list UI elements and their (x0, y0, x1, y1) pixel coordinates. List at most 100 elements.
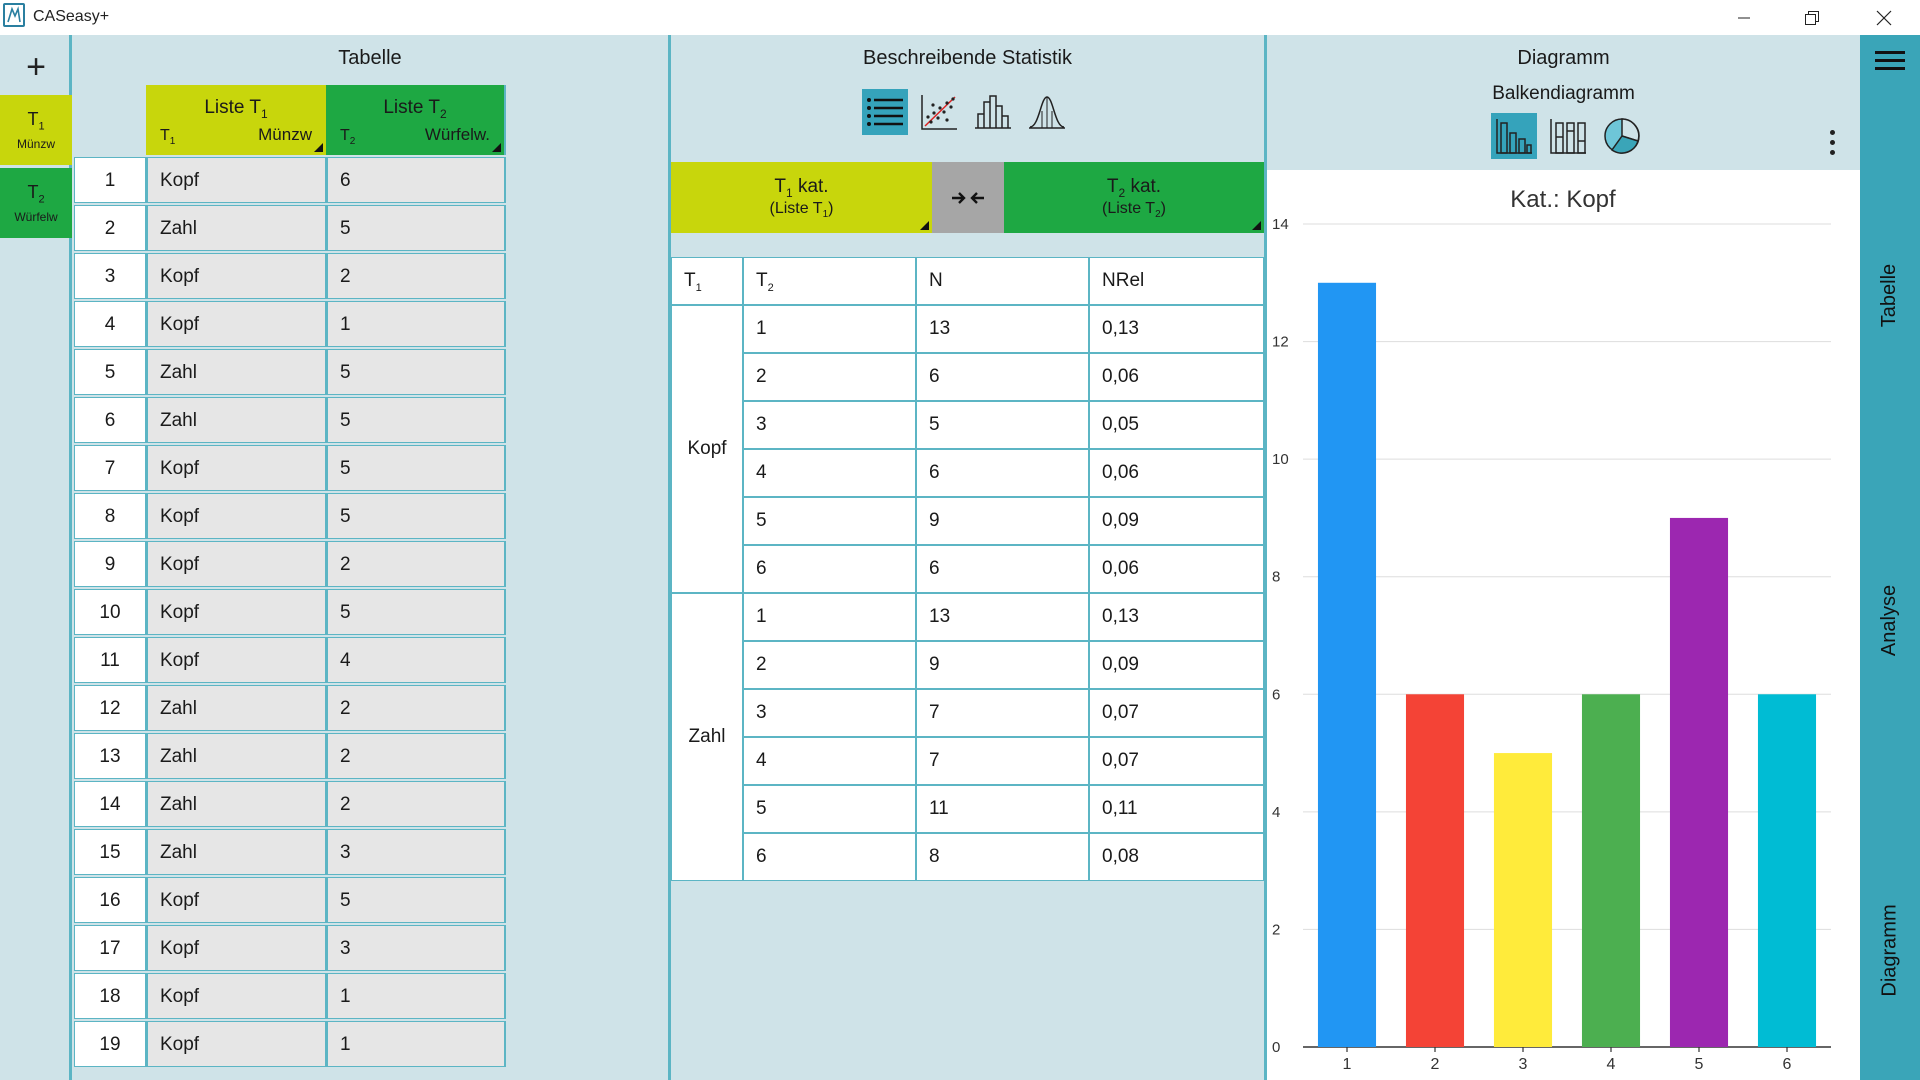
row-index[interactable]: 5 (74, 349, 146, 395)
cell-t1[interactable]: Kopf (146, 925, 326, 971)
table-row: 13 Zahl 2 (72, 733, 508, 781)
cell-t1[interactable]: Kopf (146, 493, 326, 539)
cell-t2[interactable]: 1 (326, 301, 506, 347)
row-index[interactable]: 15 (74, 829, 146, 875)
cell-t2[interactable]: 5 (326, 589, 506, 635)
selector-t1-var-sub: 1 (786, 185, 793, 200)
selector-menu-icon[interactable] (1252, 221, 1261, 230)
cell-t2[interactable]: 4 (326, 637, 506, 683)
bar-chart-icon[interactable] (1491, 113, 1537, 159)
y-tick-label: 0 (1272, 1039, 1280, 1056)
row-index[interactable]: 14 (74, 781, 146, 827)
column-header-t2-caption: Würfelw. (424, 125, 490, 144)
nav-tab-diagramm[interactable]: Diagramm (1860, 880, 1920, 1020)
cell-t1[interactable]: Zahl (146, 349, 326, 395)
list-chip-t1[interactable]: T1 Münzw (0, 95, 72, 165)
cell-t1[interactable]: Zahl (146, 829, 326, 875)
cell-t1[interactable]: Zahl (146, 733, 326, 779)
freq-header-t2-label: T (756, 270, 768, 291)
cell-t1[interactable]: Kopf (146, 1021, 326, 1067)
more-options-icon[interactable] (1822, 125, 1842, 159)
cell-t2[interactable]: 5 (326, 205, 506, 251)
cell-t2[interactable]: 2 (326, 781, 506, 827)
cell-t1[interactable]: Kopf (146, 973, 326, 1019)
cell-t2[interactable]: 6 (326, 157, 506, 203)
cell-t2[interactable]: 5 (326, 445, 506, 491)
cell-t1[interactable]: Kopf (146, 637, 326, 683)
cell-t1[interactable]: Kopf (146, 541, 326, 587)
cell-t2[interactable]: 5 (326, 397, 506, 443)
normal-curve-icon[interactable] (1024, 89, 1070, 135)
cell-t2[interactable]: 5 (326, 877, 506, 923)
panel-divider[interactable] (1264, 35, 1267, 1080)
row-index[interactable]: 3 (74, 253, 146, 299)
list-icon[interactable] (862, 89, 908, 135)
cell-t1[interactable]: Zahl (146, 397, 326, 443)
cell-t1[interactable]: Zahl (146, 685, 326, 731)
cell-t1[interactable]: Kopf (146, 301, 326, 347)
category-selector-t2[interactable]: T2 kat. (Liste T2) (1004, 162, 1264, 233)
cell-t1[interactable]: Kopf (146, 253, 326, 299)
row-index[interactable]: 11 (74, 637, 146, 683)
row-index[interactable]: 1 (74, 157, 146, 203)
column-header-t2[interactable]: Liste T2 T2 Würfelw. (326, 85, 506, 155)
row-index[interactable]: 16 (74, 877, 146, 923)
row-index[interactable]: 7 (74, 445, 146, 491)
column-header-t1-var: T (160, 127, 170, 144)
swap-button[interactable] (932, 162, 1004, 233)
cell-t1[interactable]: Kopf (146, 589, 326, 635)
x-tick-label: 6 (1783, 1056, 1792, 1073)
category-selector-t1[interactable]: T1 kat. (Liste T1) (671, 162, 932, 233)
nav-tab-analyse[interactable]: Analyse (1860, 550, 1920, 690)
cell-t2[interactable]: 2 (326, 541, 506, 587)
cell-t1[interactable]: Kopf (146, 445, 326, 491)
add-list-button[interactable]: + (18, 49, 54, 85)
row-index[interactable]: 2 (74, 205, 146, 251)
diagramm-subtitle: Balkendiagramm (1492, 83, 1635, 104)
cell-t2[interactable]: 1 (326, 1021, 506, 1067)
scatter-icon[interactable] (916, 89, 962, 135)
cell-t2[interactable]: 2 (326, 253, 506, 299)
pie-chart-icon[interactable] (1599, 113, 1645, 159)
row-index[interactable]: 4 (74, 301, 146, 347)
cell-t1[interactable]: Zahl (146, 205, 326, 251)
cell-t1[interactable]: Kopf (146, 157, 326, 203)
cell-t2[interactable]: 3 (326, 925, 506, 971)
cell-t1[interactable]: Zahl (146, 781, 326, 827)
row-index[interactable]: 19 (74, 1021, 146, 1067)
row-index[interactable]: 10 (74, 589, 146, 635)
cell-t2[interactable]: 2 (326, 733, 506, 779)
row-index[interactable]: 8 (74, 493, 146, 539)
cell-t1[interactable]: Kopf (146, 877, 326, 923)
freq-header-t2: T2 (743, 257, 916, 305)
hamburger-menu-icon[interactable] (1875, 51, 1905, 75)
cell-t2[interactable]: 2 (326, 685, 506, 731)
row-index[interactable]: 9 (74, 541, 146, 587)
minimize-button[interactable] (1710, 0, 1778, 35)
row-index[interactable]: 17 (74, 925, 146, 971)
restore-button[interactable] (1778, 0, 1846, 35)
table-row: 16 Kopf 5 (72, 877, 508, 925)
cell-t2[interactable]: 5 (326, 349, 506, 395)
row-index[interactable]: 6 (74, 397, 146, 443)
list-chip-t2[interactable]: T2 Würfelw (0, 168, 72, 238)
nav-tab-tabelle[interactable]: Tabelle (1860, 225, 1920, 365)
freq-cell-nrel: 0,05 (1089, 401, 1264, 449)
cell-t2[interactable]: 1 (326, 973, 506, 1019)
row-index[interactable]: 12 (74, 685, 146, 731)
cell-t2[interactable]: 3 (326, 829, 506, 875)
column-header-t1[interactable]: Liste T1 T1 Münzw (146, 85, 326, 155)
column-menu-icon[interactable] (492, 143, 501, 152)
selector-t1-var: T (774, 176, 786, 197)
stacked-bar-icon[interactable] (1545, 113, 1591, 159)
selector-menu-icon[interactable] (920, 221, 929, 230)
row-index[interactable]: 13 (74, 733, 146, 779)
row-index[interactable]: 18 (74, 973, 146, 1019)
column-menu-icon[interactable] (314, 143, 323, 152)
data-table: 1 Kopf 6 2 Zahl 5 3 Kopf 2 4 Kopf 1 5 Zahl 5 6 Zahl 5 7 Kop… (72, 157, 508, 1069)
histogram-icon[interactable] (970, 89, 1016, 135)
nav-tab-analyse-label: Analyse (1878, 584, 1901, 656)
close-button[interactable] (1850, 0, 1918, 35)
cell-t2[interactable]: 5 (326, 493, 506, 539)
panel-divider[interactable] (668, 35, 671, 1080)
